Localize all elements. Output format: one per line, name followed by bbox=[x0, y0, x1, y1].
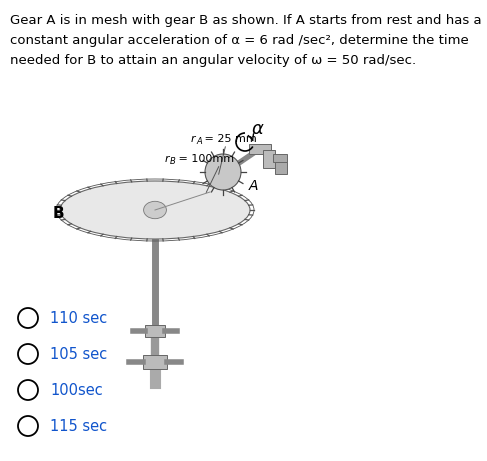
Text: = 100mm: = 100mm bbox=[175, 154, 234, 164]
Text: B: B bbox=[170, 157, 176, 166]
Text: = 25 mm: = 25 mm bbox=[201, 134, 257, 144]
FancyBboxPatch shape bbox=[263, 150, 275, 168]
FancyBboxPatch shape bbox=[145, 325, 165, 337]
Text: A: A bbox=[196, 137, 202, 146]
Text: 105 sec: 105 sec bbox=[50, 347, 107, 361]
Text: Gear A is in mesh with gear B as shown. If A starts from rest and has a: Gear A is in mesh with gear B as shown. … bbox=[10, 14, 482, 27]
Text: constant angular acceleration of α = 6 rad /sec², determine the time: constant angular acceleration of α = 6 r… bbox=[10, 34, 469, 47]
Text: 110 sec: 110 sec bbox=[50, 311, 107, 325]
Text: 115 sec: 115 sec bbox=[50, 419, 107, 433]
Ellipse shape bbox=[144, 201, 167, 219]
Ellipse shape bbox=[205, 154, 241, 190]
Text: $\alpha$: $\alpha$ bbox=[251, 120, 264, 138]
Text: needed for B to attain an angular velocity of ω = 50 rad/sec.: needed for B to attain an angular veloci… bbox=[10, 54, 416, 67]
Text: r: r bbox=[191, 134, 196, 144]
FancyBboxPatch shape bbox=[249, 144, 271, 154]
Text: 100sec: 100sec bbox=[50, 383, 103, 397]
FancyBboxPatch shape bbox=[143, 355, 167, 369]
Ellipse shape bbox=[60, 181, 250, 239]
Text: r: r bbox=[165, 154, 169, 164]
Text: A: A bbox=[249, 179, 259, 193]
Text: B: B bbox=[53, 206, 65, 221]
FancyBboxPatch shape bbox=[273, 154, 287, 162]
FancyBboxPatch shape bbox=[275, 162, 287, 174]
